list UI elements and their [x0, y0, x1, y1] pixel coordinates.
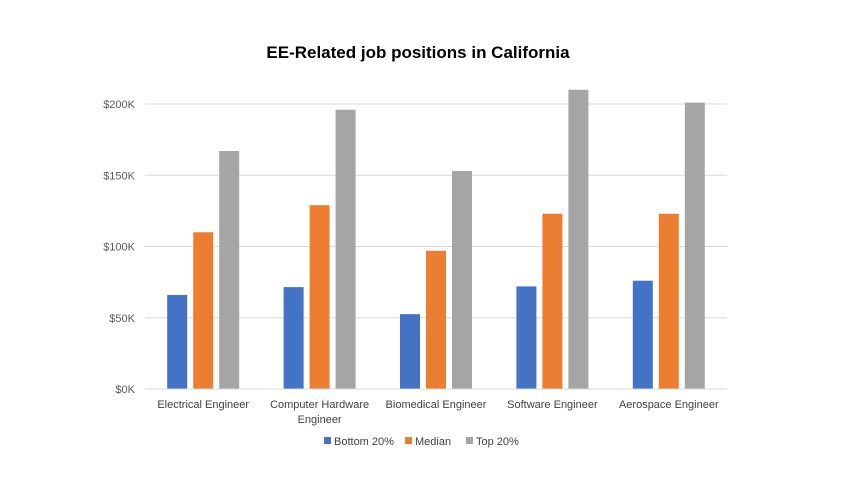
bar-bottom-20	[283, 287, 304, 389]
legend-swatch	[466, 437, 473, 444]
y-tick-label: $50K	[109, 313, 135, 325]
y-axis-tick-labels: $0K $50K $100K $150K $200K	[103, 99, 135, 396]
bar-median	[309, 205, 330, 389]
bar-top-20	[568, 89, 589, 389]
x-category-label: Software Engineer	[507, 399, 598, 411]
legend-swatch	[324, 437, 331, 444]
x-category-label: Computer Hardware	[270, 399, 369, 411]
bars	[167, 89, 705, 389]
bar-top-20	[684, 102, 705, 389]
y-tick-label: $200K	[103, 99, 135, 111]
bar-top-20	[219, 151, 240, 389]
chart-title: EE-Related job positions in California	[266, 43, 570, 62]
bar-median	[542, 213, 563, 389]
legend: Bottom 20% Median Top 20%	[324, 436, 519, 448]
x-category-label: Biomedical Engineer	[386, 399, 487, 411]
legend-swatch	[405, 437, 412, 444]
x-category-label: Aerospace Engineer	[619, 399, 719, 411]
bar-median	[426, 250, 446, 389]
bar-bottom-20	[516, 286, 537, 389]
legend-label: Bottom 20%	[334, 436, 394, 448]
bar-top-20	[335, 109, 356, 389]
bar-bottom-20	[632, 280, 653, 389]
y-tick-label: $100K	[103, 242, 135, 254]
y-tick-label: $0K	[115, 384, 135, 396]
y-tick-label: $150K	[103, 170, 135, 182]
bar-median	[658, 213, 679, 389]
x-category-label: Engineer	[298, 414, 342, 426]
legend-label: Median	[415, 436, 451, 448]
bar-bottom-20	[167, 294, 188, 389]
legend-label: Top 20%	[476, 436, 519, 448]
x-axis-category-labels: Electrical Engineer Computer Hardware Engi…	[157, 399, 719, 426]
bar-median	[193, 232, 214, 389]
bar-top-20	[452, 170, 472, 389]
bar-bottom-20	[400, 314, 420, 389]
x-category-label: Electrical Engineer	[157, 399, 249, 411]
